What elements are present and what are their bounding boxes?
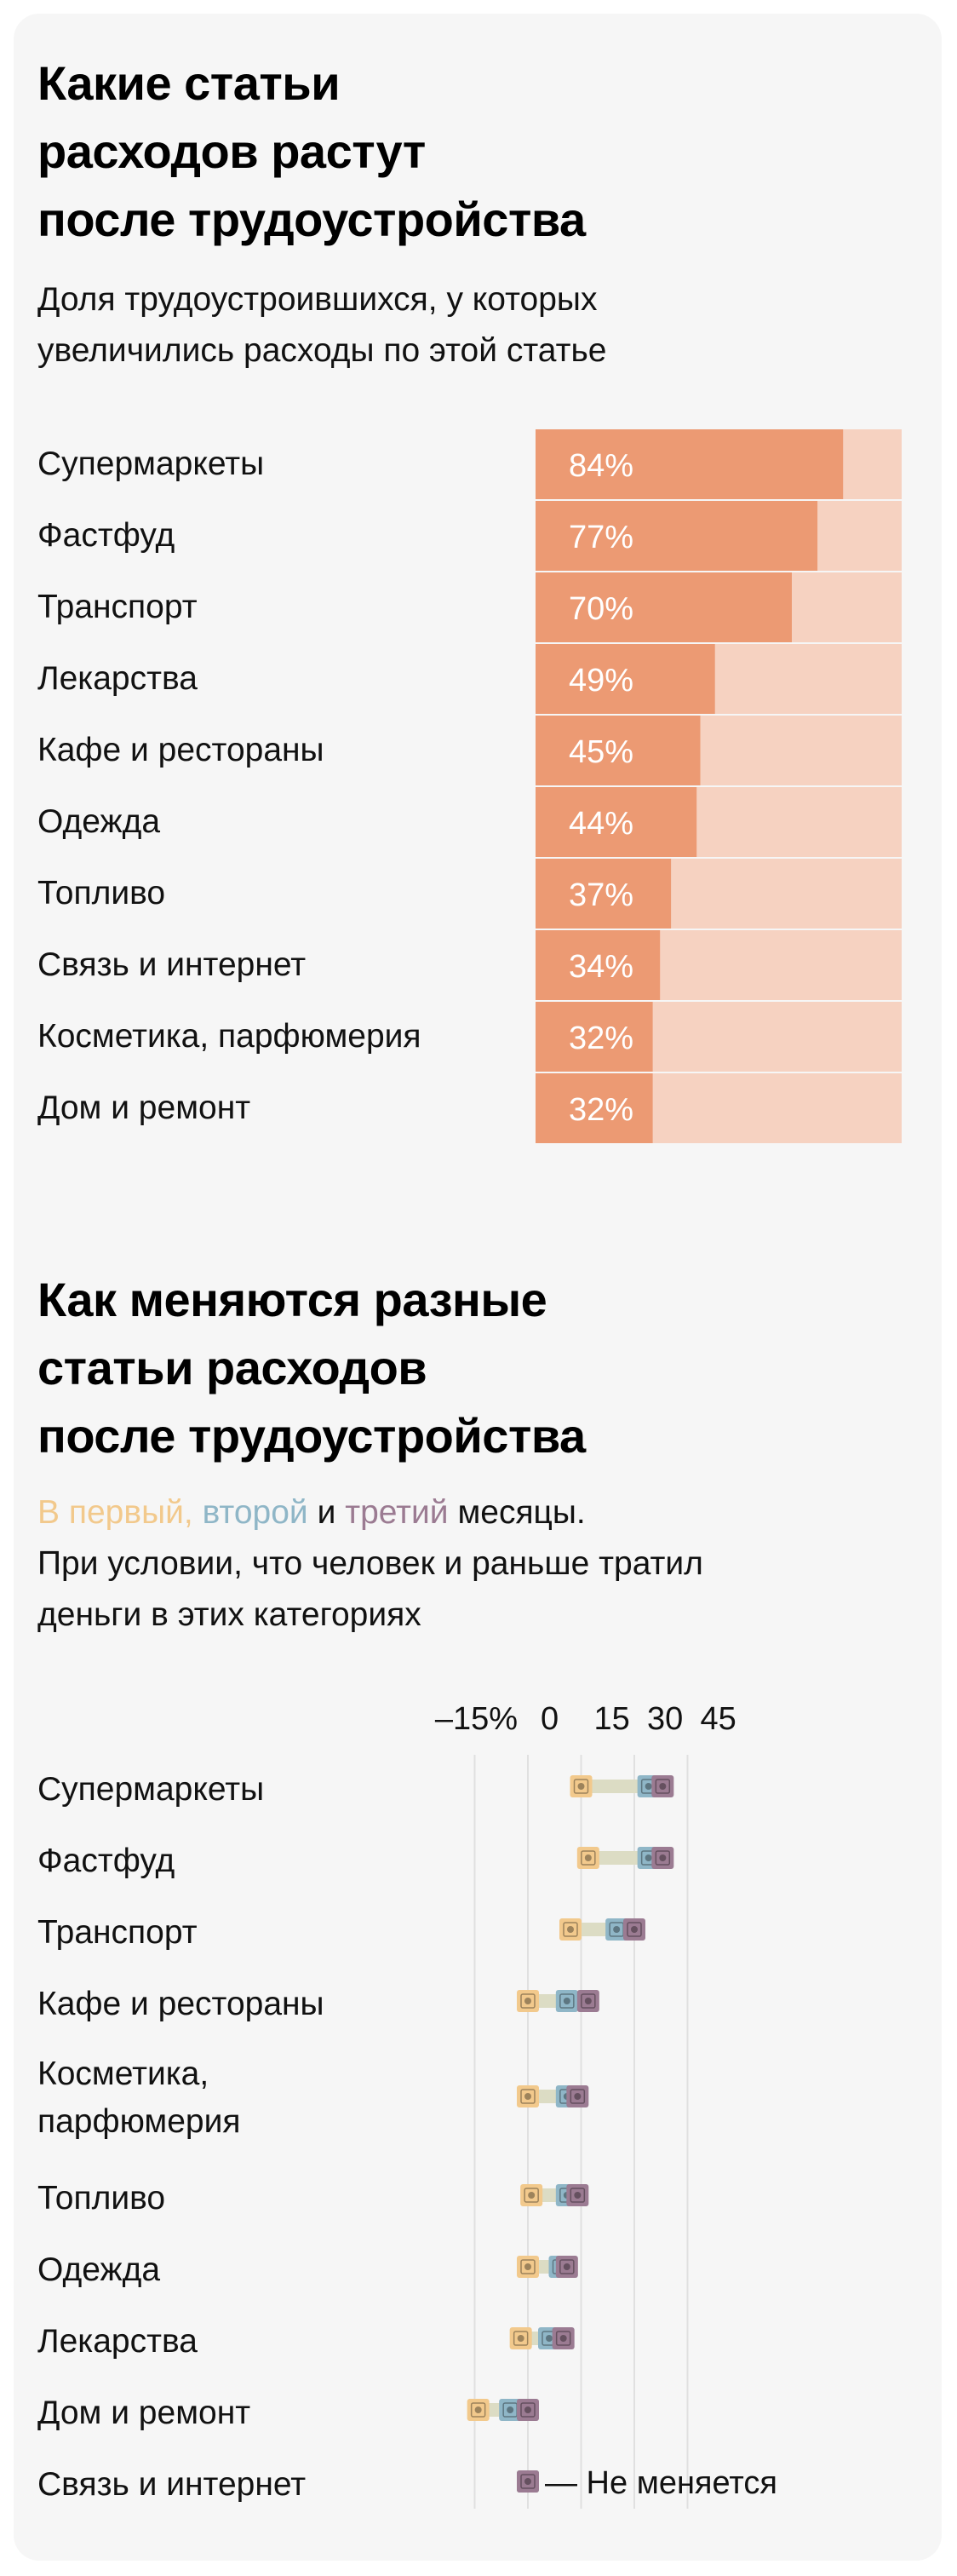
marker-month1 (517, 2256, 539, 2278)
marker-month1 (517, 1990, 539, 2012)
marker-month1 (509, 2327, 532, 2349)
category-label: Кафе и рестораны (37, 1986, 324, 2022)
category-label: Супермаркеты (37, 446, 265, 482)
category-label: Кафе и рестораны (37, 732, 324, 768)
marker-month3 (651, 1775, 674, 1797)
bar-value-label: 37% (569, 877, 633, 913)
chart1-bars: 84% 77% 70% 49% 45% 44% 37% 34% 32% 32% (536, 429, 902, 1143)
bar-value-label: 84% (569, 448, 633, 484)
marker-month1 (517, 2085, 539, 2107)
chart2-subtitle-line2: При условии, что человек и раньше тратил (37, 1545, 703, 1582)
category-label: Топливо (37, 2180, 166, 2217)
x-tick-label: 15 (594, 1701, 630, 1737)
bar-value-label: 45% (569, 734, 633, 770)
bar-value-label: 49% (569, 663, 633, 699)
category-label: Топливо (37, 875, 166, 911)
marker-month3 (517, 2399, 539, 2421)
marker-month1 (467, 2399, 490, 2421)
marker-month1 (520, 2184, 543, 2206)
legend-month3: третий (345, 1494, 449, 1531)
marker-month3 (651, 1847, 674, 1869)
bar (536, 930, 661, 1000)
chart1-title: Какие статьи расходов растут после трудо… (37, 56, 586, 246)
marker-month2 (499, 2399, 522, 2421)
legend-and: и (317, 1494, 336, 1531)
bar (536, 429, 844, 499)
category-label: Связь и интернет (37, 946, 307, 983)
marker-month3 (576, 1990, 599, 2012)
category-label: Супермаркеты (37, 1771, 265, 1808)
bar (536, 644, 715, 714)
category-label: Фастфуд (37, 517, 175, 554)
bar (536, 1002, 653, 1072)
marker-month3 (623, 1918, 645, 1941)
marker-month1 (576, 1847, 599, 1869)
marker-month3 (555, 2256, 578, 2278)
category-label: Косметика, парфюмерия (37, 2056, 241, 2140)
marker-month3 (566, 2184, 589, 2206)
category-label: Фастфуд (37, 1843, 175, 1879)
legend-month2: второй (202, 1494, 308, 1531)
bar-value-label: 44% (569, 806, 633, 842)
bar-value-label: 70% (569, 591, 633, 627)
x-tick-label: 30 (647, 1701, 683, 1737)
x-tick-label: –15% (435, 1701, 518, 1737)
category-label: Лекарства (37, 660, 198, 697)
bar (536, 859, 672, 929)
category-label: Лекарства (37, 2323, 198, 2360)
marker-month3 (552, 2327, 575, 2349)
marker-month3 (517, 2470, 539, 2493)
category-label: Транспорт (37, 1914, 198, 1951)
chart2-subtitle-line1: В первый, второй и третий месяцы. (37, 1487, 889, 1538)
bar (536, 572, 792, 642)
legend-rest: месяцы. (457, 1494, 586, 1531)
marker-month2 (605, 1918, 628, 1941)
chart1-subtitle: Доля трудоустроившихся, у которых увелич… (37, 281, 607, 369)
category-label: Косметика, парфюмерия (37, 1018, 421, 1055)
marker-month3 (566, 2085, 589, 2107)
chart2-title: Как меняются разные статьи расходов посл… (37, 1273, 586, 1463)
category-label: Одежда (37, 803, 161, 840)
marker-month2 (555, 1990, 578, 2012)
bar (536, 787, 697, 857)
x-tick-label: 0 (541, 1701, 559, 1737)
no-change-note: — Не меняется (545, 2465, 777, 2501)
bar-value-label: 77% (569, 520, 633, 555)
chart2-subtitle: В первый, второй и третий месяцы. При ус… (37, 1487, 889, 1641)
bar-value-label: 34% (569, 949, 633, 985)
bar (536, 501, 818, 571)
bar (536, 716, 701, 785)
bar-value-label: 32% (569, 1021, 633, 1056)
category-label: Связь и интернет (37, 2466, 307, 2503)
category-label: Дом и ремонт (37, 2395, 251, 2431)
marker-month1 (570, 1775, 593, 1797)
x-tick-label: 45 (701, 1701, 736, 1737)
category-label: Одежда (37, 2251, 161, 2288)
legend-month1: В первый, (37, 1494, 193, 1531)
bar (536, 1073, 653, 1143)
chart2-subtitle-line3: деньги в этих категориях (37, 1596, 421, 1633)
category-label: Дом и ремонт (37, 1090, 251, 1126)
marker-month1 (559, 1918, 582, 1941)
bar-value-label: 32% (569, 1092, 633, 1128)
category-label: Транспорт (37, 589, 198, 625)
